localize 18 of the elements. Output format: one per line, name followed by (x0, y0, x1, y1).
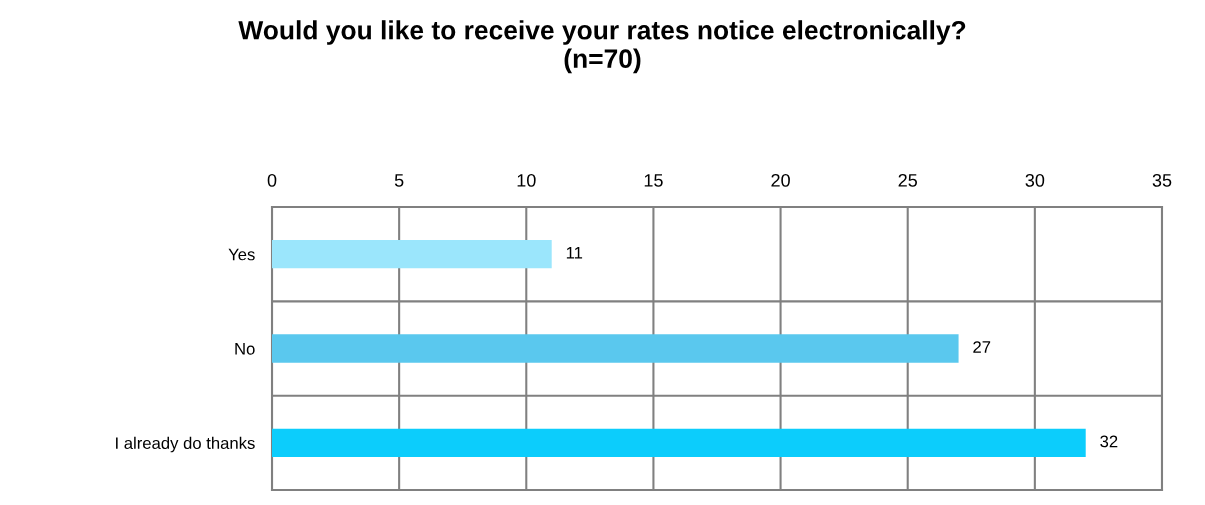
x-tick-label: 5 (394, 174, 404, 187)
x-tick-label: 30 (1025, 173, 1045, 187)
y-tick-label: I already do thanks (116, 436, 255, 453)
x-tick-label: 0 (267, 173, 277, 187)
data-label: 11 (566, 247, 583, 259)
chart-title: Would you like to receive your rates notice electronically? (n=70) (238, 20, 966, 74)
bar (272, 334, 959, 363)
x-tick-label: 25 (898, 173, 917, 187)
bar (272, 240, 552, 269)
y-tick-label: Yes (228, 248, 255, 261)
data-label: 32 (1100, 435, 1118, 448)
bar (272, 428, 1086, 457)
x-tick-label: 15 (644, 174, 663, 187)
x-tick-label: 35 (1152, 173, 1172, 187)
data-label: 27 (973, 341, 991, 353)
x-tick-label: 20 (771, 173, 790, 187)
x-tick-label: 10 (517, 173, 536, 187)
y-tick-label: No (235, 343, 255, 355)
